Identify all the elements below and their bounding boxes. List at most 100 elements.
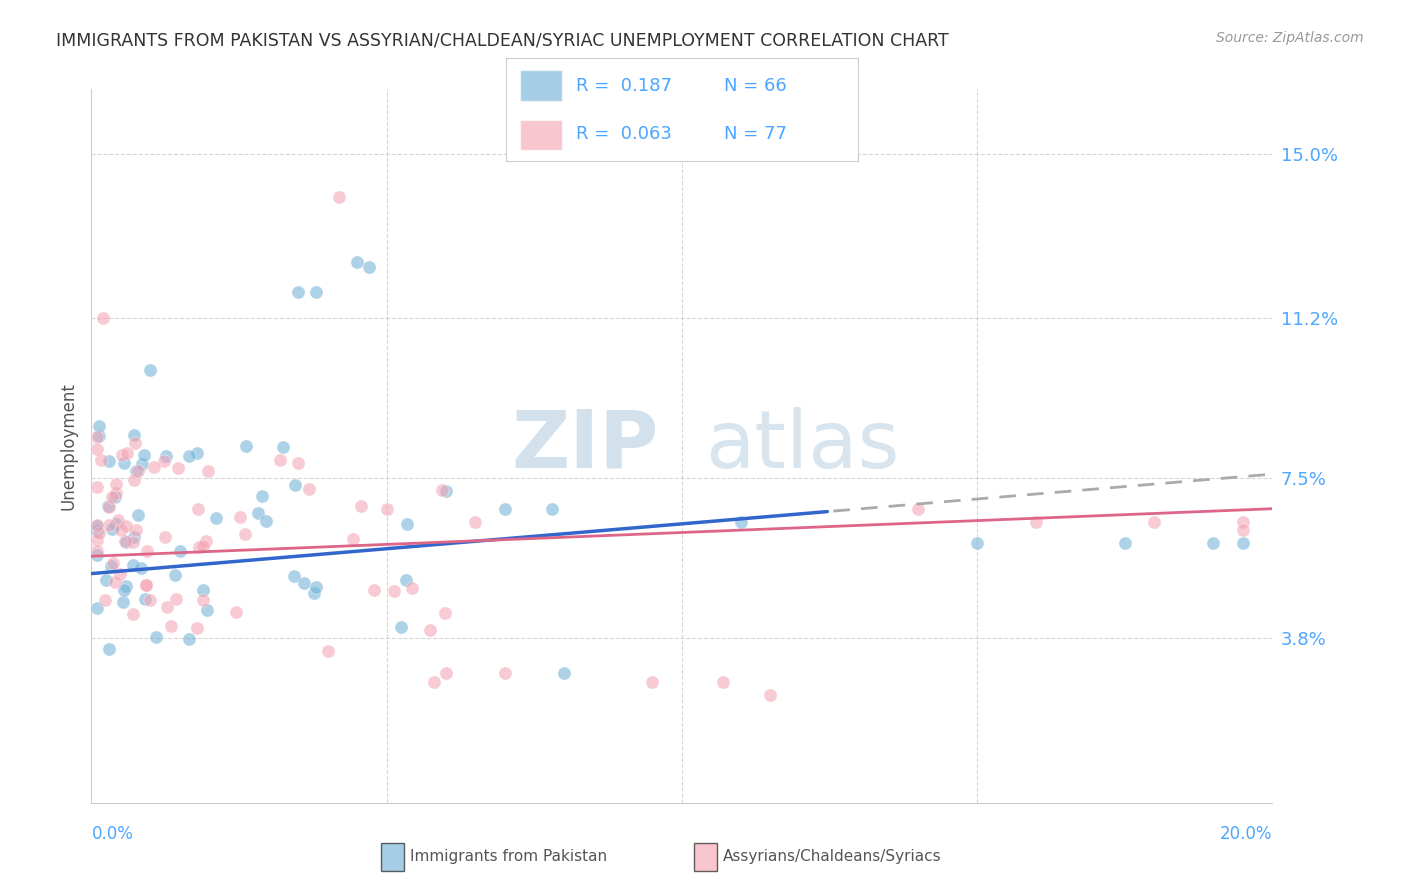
Point bbox=[124, 436, 146, 450]
Point bbox=[250, 490, 273, 504]
Point bbox=[197, 464, 219, 478]
Point bbox=[134, 591, 156, 606]
Point bbox=[104, 490, 127, 504]
Text: Source: ZipAtlas.com: Source: ZipAtlas.com bbox=[1216, 31, 1364, 45]
Point bbox=[298, 482, 321, 496]
Point bbox=[711, 674, 734, 689]
Point bbox=[759, 688, 782, 702]
Point bbox=[225, 605, 247, 619]
Point bbox=[186, 446, 208, 460]
Point bbox=[1232, 524, 1254, 538]
Point bbox=[305, 580, 328, 594]
Point bbox=[187, 502, 209, 516]
Point bbox=[269, 453, 291, 467]
Point bbox=[115, 578, 138, 592]
Point bbox=[124, 530, 146, 544]
Point bbox=[434, 666, 457, 681]
Point bbox=[97, 499, 120, 513]
Point bbox=[131, 458, 153, 472]
Point bbox=[145, 630, 167, 644]
Point bbox=[91, 311, 114, 326]
Point bbox=[135, 578, 157, 592]
Point bbox=[136, 544, 159, 558]
Point bbox=[124, 464, 146, 478]
Point bbox=[391, 620, 413, 634]
Point bbox=[110, 523, 132, 537]
Point bbox=[89, 429, 111, 443]
Point bbox=[235, 439, 257, 453]
Point bbox=[153, 530, 176, 544]
Point bbox=[87, 418, 110, 433]
Point bbox=[94, 593, 117, 607]
Point bbox=[86, 524, 108, 539]
Point bbox=[86, 601, 108, 615]
Point bbox=[139, 363, 162, 377]
Point bbox=[205, 511, 228, 525]
Point bbox=[101, 556, 124, 570]
FancyBboxPatch shape bbox=[520, 120, 562, 150]
Point bbox=[165, 568, 187, 582]
Point bbox=[419, 623, 441, 637]
Point bbox=[287, 285, 309, 300]
Point bbox=[357, 260, 380, 274]
Point bbox=[87, 525, 110, 540]
Point bbox=[86, 519, 108, 533]
Point bbox=[494, 666, 516, 681]
Point bbox=[177, 632, 200, 646]
Point bbox=[730, 515, 752, 529]
Point bbox=[97, 500, 120, 515]
Point bbox=[430, 483, 453, 498]
Point bbox=[328, 190, 350, 204]
FancyBboxPatch shape bbox=[693, 844, 717, 871]
Point bbox=[86, 480, 108, 494]
Point bbox=[112, 594, 135, 608]
Point bbox=[254, 514, 277, 528]
Point bbox=[382, 583, 405, 598]
Point bbox=[139, 592, 162, 607]
Point bbox=[292, 575, 315, 590]
Point bbox=[375, 501, 398, 516]
Point bbox=[107, 514, 129, 528]
Point bbox=[105, 517, 128, 532]
Point bbox=[97, 518, 120, 533]
Point bbox=[101, 490, 124, 504]
Point bbox=[966, 536, 988, 550]
Point bbox=[191, 592, 214, 607]
Point bbox=[167, 460, 190, 475]
Point bbox=[97, 454, 120, 468]
Point bbox=[160, 619, 183, 633]
Point bbox=[1232, 515, 1254, 529]
Y-axis label: Unemployment: Unemployment bbox=[59, 382, 77, 510]
Point bbox=[188, 540, 211, 554]
Point bbox=[86, 442, 108, 457]
Point bbox=[155, 449, 177, 463]
Point bbox=[195, 534, 218, 549]
Point bbox=[86, 518, 108, 533]
Point bbox=[233, 526, 256, 541]
Point bbox=[434, 484, 457, 499]
Point bbox=[228, 510, 250, 524]
Point bbox=[125, 523, 148, 537]
Point bbox=[423, 674, 446, 689]
Point bbox=[287, 456, 309, 470]
Point bbox=[108, 566, 131, 581]
Point bbox=[302, 586, 325, 600]
Point bbox=[1025, 515, 1047, 529]
Point bbox=[132, 448, 155, 462]
Point bbox=[122, 428, 145, 442]
Point bbox=[127, 464, 149, 478]
Text: Immigrants from Pakistan: Immigrants from Pakistan bbox=[411, 849, 607, 863]
Point bbox=[152, 454, 174, 468]
Point bbox=[121, 607, 143, 622]
Point bbox=[90, 452, 112, 467]
Point bbox=[641, 674, 664, 689]
Text: 20.0%: 20.0% bbox=[1220, 825, 1272, 843]
Point bbox=[1114, 536, 1136, 550]
Point bbox=[395, 517, 418, 532]
Point bbox=[86, 548, 108, 562]
Point bbox=[401, 582, 423, 596]
Point bbox=[111, 448, 134, 462]
Point bbox=[127, 508, 149, 523]
Point bbox=[284, 477, 307, 491]
Point bbox=[117, 446, 139, 460]
